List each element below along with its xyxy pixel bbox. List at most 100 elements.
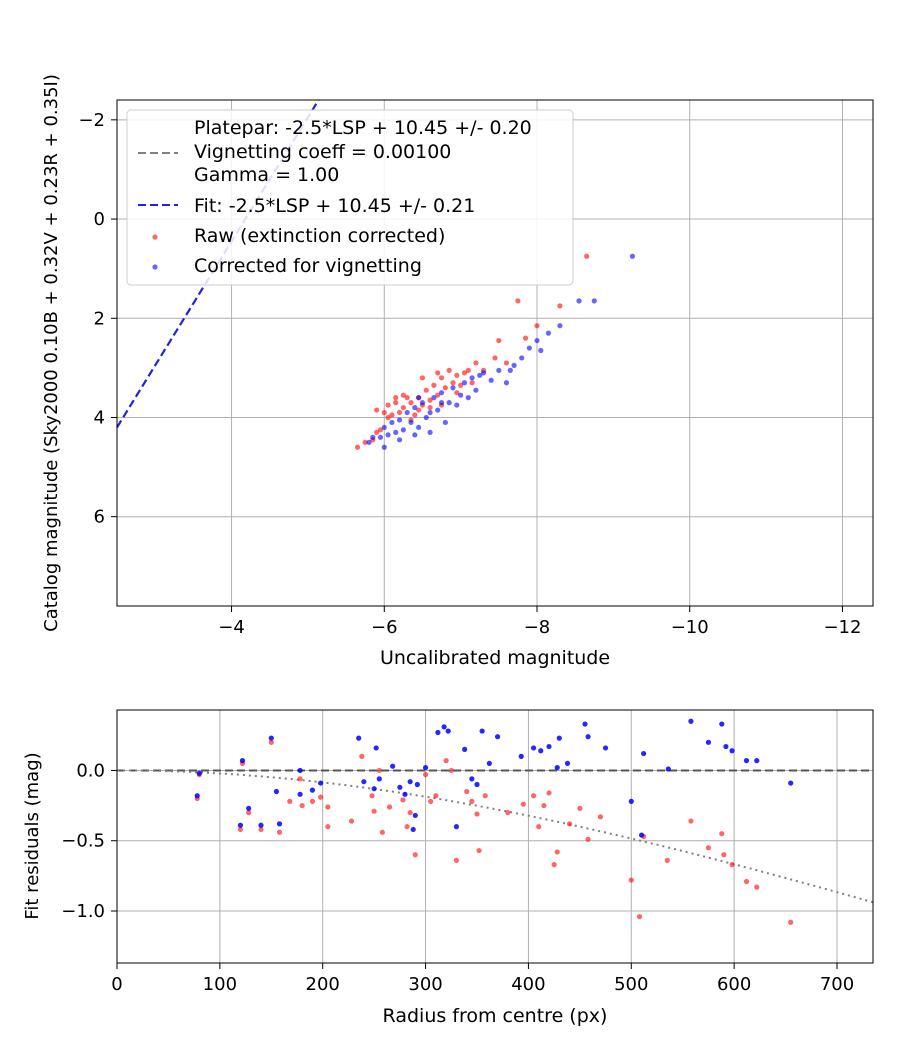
residual-corrected-point — [665, 766, 671, 772]
corrected-point — [591, 298, 597, 304]
residual-raw-point — [754, 884, 760, 890]
bottom-x-tick-label: 500 — [614, 974, 648, 995]
corrected-point — [538, 347, 544, 354]
top-x-tick-label: −10 — [671, 617, 709, 638]
residual-corrected-point — [628, 798, 634, 804]
residual-corrected-point — [397, 784, 403, 790]
raw-point — [354, 444, 361, 450]
raw-point — [385, 414, 391, 421]
raw-point — [442, 385, 448, 391]
residual-corrected-point — [462, 746, 468, 752]
residual-raw-point — [566, 821, 573, 827]
corrected-point — [400, 427, 406, 433]
legend-platepar-text-1: Platepar: -2.5*LSP + 10.45 +/- 0.20 — [194, 117, 532, 139]
residual-corrected-point — [518, 753, 524, 759]
residual-raw-point — [536, 824, 542, 830]
residual-corrected-point — [486, 760, 492, 767]
bottom-vignetting-curve — [117, 769, 874, 904]
residual-raw-point — [448, 767, 454, 774]
bottom-y-tick-label: 0.0 — [76, 760, 105, 781]
top-axes-frame — [116, 99, 874, 607]
residual-raw-point — [551, 862, 557, 868]
residual-raw-point — [721, 852, 727, 858]
bottom-y-axis-label: Fit residuals (mag) — [22, 752, 43, 919]
corrected-point — [465, 395, 471, 401]
raw-point — [446, 367, 452, 373]
bottom-x-tick-label: 600 — [717, 974, 751, 995]
residual-raw-point — [371, 808, 377, 814]
corrected-point — [446, 400, 452, 406]
residual-corrected-point — [546, 743, 552, 750]
raw-point — [469, 380, 475, 386]
raw-point — [389, 412, 395, 418]
residual-corrected-point — [297, 767, 303, 774]
residual-raw-point — [664, 857, 670, 863]
residual-raw-point — [520, 801, 526, 807]
residual-raw-point — [476, 847, 482, 854]
residual-corrected-point — [453, 824, 460, 830]
corrected-point — [503, 380, 510, 386]
bottom-points-layer — [194, 718, 794, 925]
bottom-y-tick-label: −1.0 — [61, 901, 105, 922]
corrected-point — [381, 444, 387, 450]
raw-point — [503, 360, 510, 366]
residual-corrected-point — [445, 728, 451, 734]
raw-point — [393, 400, 399, 406]
residual-corrected-point — [538, 748, 544, 754]
residual-raw-point — [400, 797, 406, 803]
residual-raw-point — [443, 758, 449, 764]
top-x-ticks: −4 −6 −8 −10 −12 — [218, 606, 861, 638]
corrected-point — [370, 434, 376, 440]
residual-raw-point — [386, 804, 393, 810]
corrected-point — [442, 419, 448, 426]
top-y-ticks: −2 0 2 4 6 — [78, 110, 117, 528]
legend-box — [126, 109, 574, 286]
residual-corrected-point — [705, 739, 712, 745]
residual-raw-point — [636, 914, 643, 920]
residual-raw-point — [422, 772, 429, 778]
corrected-point — [427, 429, 433, 435]
corrected-point — [461, 380, 468, 386]
corrected-point — [412, 432, 418, 438]
residual-corrected-point — [441, 724, 447, 730]
residual-corrected-point — [318, 780, 324, 786]
legend-raw-text: Raw (extinction corrected) — [194, 225, 445, 247]
residual-corrected-point — [410, 826, 416, 833]
corrected-point — [396, 417, 403, 423]
residual-corrected-point — [723, 743, 729, 750]
residual-raw-point — [433, 793, 439, 799]
top-x-axis-label: Uncalibrated magnitude — [380, 647, 610, 669]
corrected-point — [366, 439, 372, 445]
residual-raw-point — [287, 798, 293, 804]
residual-corrected-point — [494, 734, 501, 740]
residual-raw-point — [469, 798, 475, 804]
corrected-point — [381, 424, 387, 431]
corrected-point — [423, 414, 429, 421]
corrected-point — [435, 407, 441, 413]
residual-raw-point — [369, 793, 375, 799]
raw-point — [496, 337, 502, 344]
residual-raw-point — [297, 776, 303, 782]
residual-corrected-point — [638, 832, 645, 838]
residual-corrected-point — [474, 781, 480, 788]
residual-raw-point — [464, 788, 470, 795]
raw-point — [374, 407, 380, 413]
residual-corrected-point — [743, 758, 750, 764]
corrected-point — [477, 372, 483, 378]
corrected-point — [404, 409, 410, 416]
raw-point — [404, 395, 410, 401]
corrected-point — [389, 419, 395, 426]
residual-corrected-point — [356, 735, 362, 741]
top-y-tick-label: 2 — [94, 308, 105, 329]
residual-raw-point — [246, 810, 252, 816]
corrected-point — [519, 355, 525, 361]
residual-corrected-point — [582, 721, 588, 727]
raw-point — [381, 409, 387, 416]
residual-raw-point — [428, 798, 434, 804]
corrected-point — [469, 375, 475, 381]
residual-raw-point — [258, 826, 264, 833]
residual-raw-point — [585, 836, 591, 842]
top-x-tick-label: −8 — [524, 617, 551, 638]
corrected-point — [511, 362, 517, 369]
